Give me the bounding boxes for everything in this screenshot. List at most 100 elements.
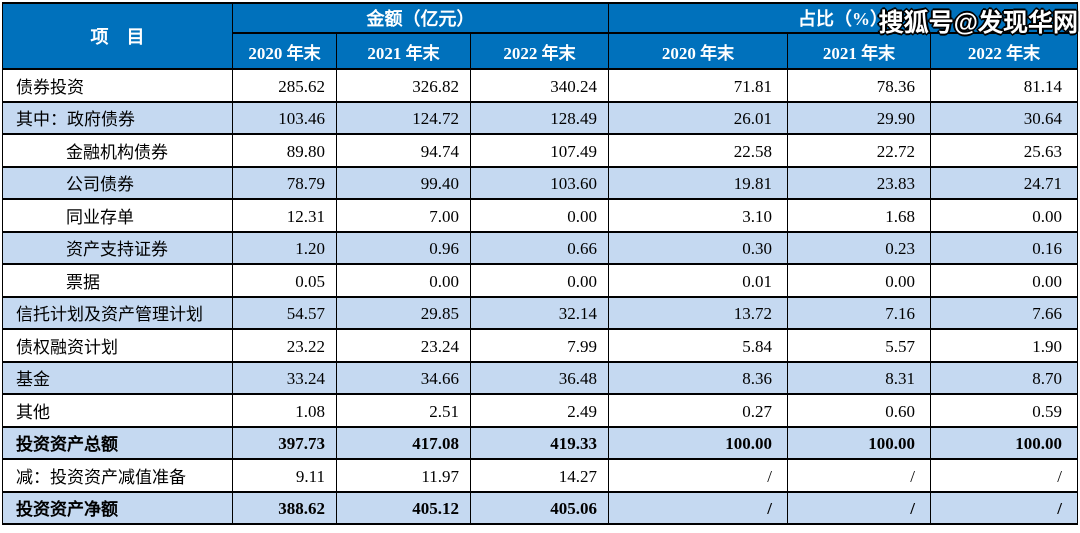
amount-cell: 94.74 [336, 133, 471, 168]
amount-cell: 29.85 [336, 295, 471, 330]
amount-cell: 32.14 [469, 295, 610, 330]
table-header: 项 目 金额（亿元） 占比（%） 2020 年末 2021 年末 2022 年末… [2, 2, 1079, 70]
row-label: 投资资产净额 [2, 490, 233, 525]
row-label: 同业存单 [2, 198, 233, 233]
amount-cell: 34.66 [336, 360, 471, 395]
amount-cell: 397.73 [232, 425, 337, 460]
amount-cell: 2.51 [336, 393, 471, 428]
amount-cell: 0.00 [469, 263, 610, 298]
ratio-cell: 1.68 [787, 198, 932, 233]
ratio-cell: 3.10 [608, 198, 789, 233]
column-group-amount: 金额（亿元） [231, 2, 610, 34]
table-row: 同业存单 12.31 7.00 0.00 3.10 1.68 0.00 [2, 198, 1079, 233]
amount-cell: 2.49 [469, 393, 610, 428]
ratio-cell: / [787, 458, 932, 493]
amount-cell: 99.40 [336, 165, 471, 200]
amount-cell: 11.97 [336, 458, 471, 493]
table-row: 公司债券 78.79 99.40 103.60 19.81 23.83 24.71 [2, 165, 1079, 200]
table-row: 其中：政府债券 103.46 124.72 128.49 26.01 29.90 30.64 [2, 100, 1079, 135]
ratio-cell: 24.71 [930, 165, 1079, 200]
ratio-cell: 1.90 [930, 328, 1079, 363]
amount-cell: 417.08 [336, 425, 471, 460]
ratio-cell: 0.00 [787, 263, 932, 298]
amount-cell: 128.49 [469, 100, 610, 135]
amount-cell: 107.49 [469, 133, 610, 168]
table-row: 减：投资资产减值准备 9.11 11.97 14.27// / [2, 458, 1079, 493]
row-label: 金融机构债券 [2, 133, 233, 168]
amount-cell: 0.66 [469, 230, 610, 265]
column-header-amount-2021: 2021 年末 [336, 32, 471, 70]
table-row: 资产支持证券 1.20 0.96 0.66 0.30 0.23 0.16 [2, 230, 1079, 265]
amount-cell: 7.00 [336, 198, 471, 233]
ratio-cell: 0.01 [608, 263, 789, 298]
ratio-cell: / [787, 490, 932, 525]
column-header-ratio-2020: 2020 年末 [608, 32, 789, 70]
ratio-cell: 22.72 [787, 133, 932, 168]
table-row: 其他 1.08 2.51 2.49 0.27 0.60 0.59 [2, 393, 1079, 428]
ratio-cell: 0.30 [608, 230, 789, 265]
ratio-cell: / [608, 458, 789, 493]
row-label: 投资资产总额 [2, 425, 233, 460]
table-row: 债券投资 285.62 326.82 340.24 71.81 78.36 81.14 [2, 68, 1079, 103]
column-header-amount-2020: 2020 年末 [232, 32, 337, 70]
table-row: 投资资产总额 397.73 417.08 419.33 100.00 100.00 100.… [2, 425, 1079, 460]
amount-cell: 14.27 [469, 458, 610, 493]
ratio-cell: 100.00 [608, 425, 789, 460]
amount-cell: 12.31 [232, 198, 337, 233]
amount-cell: 103.46 [232, 100, 337, 135]
investment-assets-table: 项 目 金额（亿元） 占比（%） 2020 年末 2021 年末 2022 年末… [2, 2, 1079, 525]
ratio-cell: 5.84 [608, 328, 789, 363]
amount-cell: 0.96 [336, 230, 471, 265]
ratio-cell: 100.00 [930, 425, 1079, 460]
ratio-cell: 0.00 [930, 198, 1079, 233]
ratio-cell: / [608, 490, 789, 525]
table-row: 债权融资计划 23.22 23.24 7.99 5.84 5.57 1.90 [2, 328, 1079, 363]
ratio-cell: 7.66 [930, 295, 1079, 330]
row-label: 资产支持证券 [2, 230, 233, 265]
column-header-ratio-2021: 2021 年末 [787, 32, 932, 70]
amount-cell: 89.80 [232, 133, 337, 168]
ratio-cell: 0.60 [787, 393, 932, 428]
table-row: 金融机构债券 89.80 94.74 107.49 22.58 22.72 25.63 [2, 133, 1079, 168]
ratio-cell: / [930, 490, 1079, 525]
ratio-cell: 8.70 [930, 360, 1079, 395]
column-group-ratio: 占比（%） [608, 2, 1079, 34]
amount-cell: 340.24 [469, 68, 610, 103]
amount-cell: 1.08 [232, 393, 337, 428]
ratio-cell: 8.36 [608, 360, 789, 395]
ratio-cell: 0.23 [787, 230, 932, 265]
ratio-cell: 19.81 [608, 165, 789, 200]
amount-cell: 23.24 [336, 328, 471, 363]
amount-cell: 54.57 [232, 295, 337, 330]
table-row: 基金 33.24 34.66 36.48 8.36 8.31 8.70 [2, 360, 1079, 395]
amount-cell: 9.11 [232, 458, 337, 493]
amount-cell: 1.20 [232, 230, 337, 265]
header-year-row: 2020 年末 2021 年末 2022 年末 2020 年末 2021 年末 … [3, 32, 1079, 70]
amount-cell: 0.00 [336, 263, 471, 298]
ratio-cell: 23.83 [787, 165, 932, 200]
amount-cell: 0.00 [469, 198, 610, 233]
row-label: 债权融资计划 [2, 328, 233, 363]
row-label: 债券投资 [2, 68, 233, 103]
column-header-item: 项 目 [2, 2, 233, 70]
column-header-amount-2022: 2022 年末 [469, 32, 610, 70]
ratio-cell: / [930, 458, 1079, 493]
amount-cell: 405.12 [336, 490, 471, 525]
ratio-cell: 30.64 [930, 100, 1079, 135]
row-label: 减：投资资产减值准备 [2, 458, 233, 493]
table-body: 债券投资 285.62 326.82 340.24 71.81 78.36 81.14 其中：… [2, 68, 1079, 525]
amount-cell: 388.62 [232, 490, 337, 525]
ratio-cell: 71.81 [608, 68, 789, 103]
ratio-cell: 13.72 [608, 295, 789, 330]
ratio-cell: 100.00 [787, 425, 932, 460]
amount-cell: 23.22 [232, 328, 337, 363]
amount-cell: 285.62 [232, 68, 337, 103]
row-label: 基金 [2, 360, 233, 395]
ratio-cell: 5.57 [787, 328, 932, 363]
ratio-cell: 26.01 [608, 100, 789, 135]
amount-cell: 0.05 [232, 263, 337, 298]
amount-cell: 124.72 [336, 100, 471, 135]
ratio-cell: 25.63 [930, 133, 1079, 168]
amount-cell: 326.82 [336, 68, 471, 103]
ratio-cell: 0.59 [930, 393, 1079, 428]
